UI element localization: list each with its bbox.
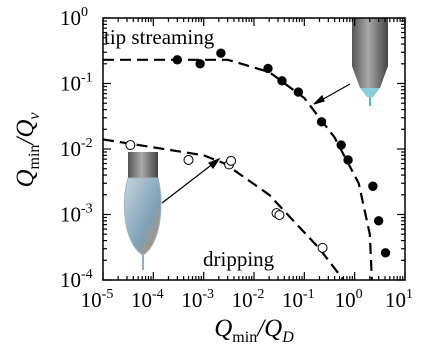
- tick-base: 10: [385, 288, 406, 312]
- tick-exponent: 0: [356, 287, 363, 302]
- tick-exponent: -3: [202, 287, 214, 302]
- axis-label-part: /Q: [12, 120, 39, 147]
- tick-exponent: -2: [253, 287, 265, 302]
- axis-label-part: Q: [214, 315, 232, 342]
- x-tick-label: 10-4: [131, 287, 164, 312]
- data-point: [368, 181, 378, 191]
- axis-label-part: v: [26, 112, 43, 120]
- y-tick-label: 10-2: [60, 136, 93, 161]
- inset-tip-streaming: [352, 18, 388, 106]
- axis-label-part: min: [232, 329, 257, 346]
- tick-exponent: -3: [81, 202, 93, 217]
- tick-base: 10: [60, 72, 81, 96]
- inset-dripping: [123, 152, 162, 270]
- axis-label-part: min: [26, 145, 43, 170]
- tick-exponent: -4: [81, 267, 93, 282]
- data-point: [263, 63, 273, 74]
- y-tick-label: 10-4: [60, 267, 93, 292]
- dashed-line: [102, 138, 345, 281]
- tick-base: 10: [60, 137, 81, 161]
- tick-base: 10: [60, 203, 81, 227]
- tick-exponent: -4: [152, 287, 164, 302]
- x-tick-label: 100: [335, 287, 363, 312]
- data-point: [343, 155, 353, 165]
- data-point: [316, 117, 327, 127]
- tick-base: 10: [60, 6, 81, 30]
- axis-label-part: D: [281, 329, 294, 346]
- tick-exponent: 0: [81, 5, 88, 20]
- tick-base: 10: [131, 288, 152, 312]
- tick-base: 10: [81, 288, 102, 312]
- y-tick-label: 10-3: [60, 202, 93, 227]
- tick-exponent: -5: [102, 287, 114, 302]
- tick-exponent: -1: [81, 71, 93, 86]
- x-tick-label: 10-3: [181, 287, 214, 312]
- data-point: [125, 140, 136, 151]
- y-tick-label: 10-1: [60, 71, 93, 96]
- y-axis-label: Qmin/Qv: [12, 112, 43, 188]
- tick-base: 10: [232, 288, 253, 312]
- annotation: dripping: [203, 247, 275, 271]
- data-point: [380, 248, 391, 258]
- data-point: [195, 59, 205, 69]
- data-point: [183, 154, 194, 165]
- x-tick-label: 101: [385, 287, 413, 312]
- data-point: [274, 210, 285, 221]
- tick-exponent: 1: [406, 287, 413, 302]
- data-point: [277, 76, 287, 86]
- axis-label-part: Q: [12, 169, 39, 187]
- tick-exponent: -1: [303, 287, 315, 302]
- data-point: [336, 140, 346, 150]
- tick-base: 10: [335, 288, 356, 312]
- y-tick-label: 100: [60, 5, 88, 30]
- tick-exponent: -2: [81, 136, 93, 151]
- data-point: [293, 87, 304, 97]
- arrows: [161, 83, 351, 204]
- x-axis-label: Qmin/QD: [214, 315, 294, 346]
- x-tick-label: 10-2: [232, 287, 265, 312]
- axis-label-part: /Q: [255, 315, 282, 342]
- x-tick-label: 10-5: [81, 287, 114, 312]
- x-tick-label: 10-1: [282, 287, 315, 312]
- data-point: [373, 216, 384, 226]
- tick-base: 10: [60, 268, 81, 292]
- annotation: tip streaming: [104, 25, 215, 49]
- tick-base: 10: [282, 288, 303, 312]
- tick-base: 10: [181, 288, 202, 312]
- data-point: [216, 48, 226, 58]
- data-point: [226, 155, 237, 166]
- data-point: [317, 242, 328, 253]
- data-point: [172, 55, 183, 65]
